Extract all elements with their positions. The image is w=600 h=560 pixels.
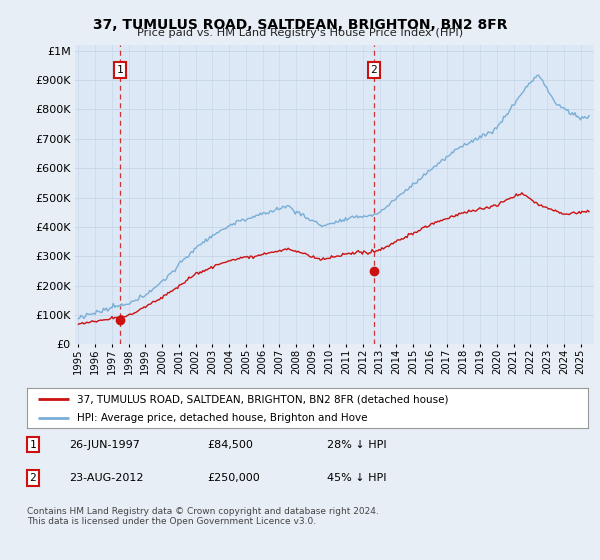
Text: Contains HM Land Registry data © Crown copyright and database right 2024.
This d: Contains HM Land Registry data © Crown c… <box>27 507 379 526</box>
Text: 2: 2 <box>370 66 377 75</box>
Text: 45% ↓ HPI: 45% ↓ HPI <box>327 473 386 483</box>
Text: £250,000: £250,000 <box>207 473 260 483</box>
Text: 23-AUG-2012: 23-AUG-2012 <box>69 473 143 483</box>
Text: HPI: Average price, detached house, Brighton and Hove: HPI: Average price, detached house, Brig… <box>77 413 368 422</box>
Text: Price paid vs. HM Land Registry's House Price Index (HPI): Price paid vs. HM Land Registry's House … <box>137 28 463 38</box>
Text: 26-JUN-1997: 26-JUN-1997 <box>69 440 140 450</box>
Text: 37, TUMULUS ROAD, SALTDEAN, BRIGHTON, BN2 8FR (detached house): 37, TUMULUS ROAD, SALTDEAN, BRIGHTON, BN… <box>77 394 449 404</box>
Text: 28% ↓ HPI: 28% ↓ HPI <box>327 440 386 450</box>
Text: 1: 1 <box>29 440 37 450</box>
Text: £84,500: £84,500 <box>207 440 253 450</box>
Text: 2: 2 <box>29 473 37 483</box>
Text: 1: 1 <box>116 66 124 75</box>
Text: 37, TUMULUS ROAD, SALTDEAN, BRIGHTON, BN2 8FR: 37, TUMULUS ROAD, SALTDEAN, BRIGHTON, BN… <box>93 18 507 32</box>
